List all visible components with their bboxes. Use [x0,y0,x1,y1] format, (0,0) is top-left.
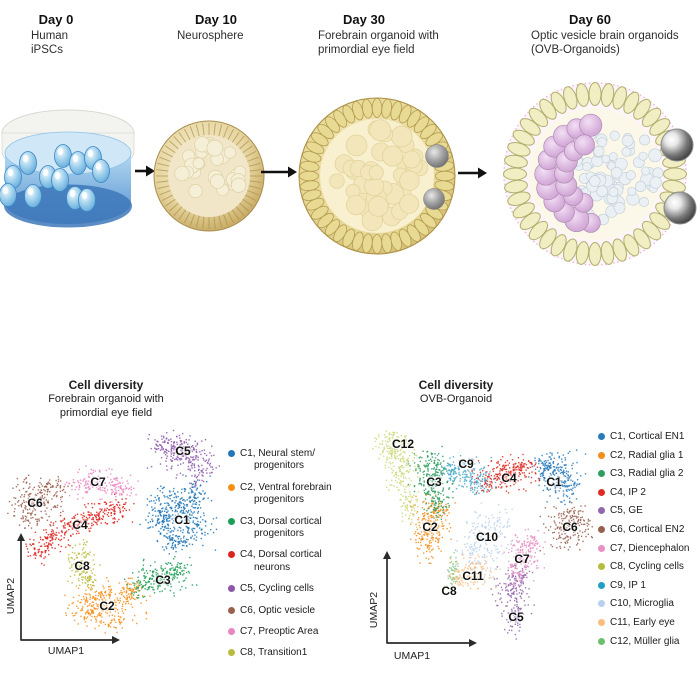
legend-item-c8: C8, Cycling cells [598,561,700,573]
legend-item-c4: C4, IP 2 [598,487,700,499]
stage-day60-subtitle: Optic vesicle brain organoids (OVB-Organ… [531,30,679,58]
ovb-umap-canvas [370,425,598,660]
legend-dot-c5 [598,507,605,515]
legend-item-c6: C6, Optic vesicle [228,605,356,617]
legend-label: C8, Cycling cells [610,561,684,573]
legend-item-c1: C1, Neural stem/progenitors [228,448,356,473]
ovb-organoid-illustration [503,82,697,266]
legend-item-c6: C6, Cortical EN2 [598,524,700,536]
stage-day60-title: Day 60 [569,12,611,27]
legend-dot-c10 [598,600,605,608]
legend-label: C12, Müller glia [610,635,680,647]
legend-label: C7, Preoptic Area [240,626,319,638]
pipeline-illustration [0,82,697,266]
legend-dot-c11 [598,618,605,626]
legend-dot-c2 [228,483,235,491]
day30-organoid-illustration [298,97,456,255]
legend-dot-c4 [598,488,605,496]
legend-item-c9: C9, IP 1 [598,580,700,592]
legend-dot-c1 [228,450,235,457]
stage-day30-subtitle-line: Forebrain organoid with [318,30,439,42]
legend-dot-c7 [228,628,235,636]
legend-label: C1, Neural stem/progenitors [240,448,316,472]
legend-item-c10: C10, Microglia [598,598,700,610]
legend-label: C4, Dorsal cortical neurons [240,549,322,573]
ovb-umap-y-axis-label: UMAP2 [368,591,380,629]
forebrain-umap-canvas [0,425,235,655]
legend-item-c3: C3, Dorsal cortical progenitors [228,516,356,541]
stage-day0-title: Day 0 [38,12,74,27]
legend-label: C4, IP 2 [610,486,646,498]
legend-label: C9, IP 1 [610,579,646,591]
legend-item-c2: C2, Radial glia 1 [598,450,700,462]
legend-item-c11: C11, Early eye [598,617,700,629]
ovb-umap-title-main: Cell diversity [418,378,494,392]
ovb-umap-legend: C1, Cortical EN1 C2, Radial glia 1 C3, Rad… [598,431,700,654]
arrow-icon [458,167,487,179]
legend-dot-c4 [228,551,235,559]
legend-label: C6, Cortical EN2 [610,523,685,535]
legend-label: C6, Optic vesicle [240,604,316,616]
legend-label: C7, Diencephalon [610,542,690,554]
legend-label: C3, Dorsal cortical progenitors [240,515,322,540]
stage-day30-subtitle-line: primordial eye field [318,43,415,56]
legend-dot-c5 [228,585,235,593]
stage-day0-subtitle-line: Human [31,30,69,42]
legend-item-c3: C3, Radial glia 2 [598,468,700,480]
legend-item-c5: C5, GE [598,505,700,517]
legend-dot-c8 [228,649,235,657]
legend-item-c2: C2, Ventral forebrain progenitors [228,482,356,507]
legend-item-c12: C12, Müller glia [598,636,700,648]
legend-dot-c6 [228,606,235,614]
neurosphere-illustration [153,120,265,232]
legend-dot-c6 [598,525,605,533]
legend-item-c7: C7, Diencephalon [598,543,700,555]
legend-label: C8, Transition1 [240,647,308,659]
legend-item-c1: C1, Cortical EN1 [598,431,700,443]
ovb-umap-title: Cell diversity OVB-Organoid [376,378,536,407]
forebrain-umap-subtitle-line: Forebrain organoid with [48,393,164,405]
legend-item-c5: C5, Cycling cells [228,583,356,595]
legend-label: C1, Cortical EN1 [610,431,685,442]
legend-label: C10, Microglia [610,598,674,610]
legend-dot-c12 [598,637,605,645]
legend-item-c8: C8, Transition1 [228,647,356,659]
forebrain-umap-title-main: Cell diversity [68,378,144,392]
arrow-icon [135,165,155,177]
legend-item-c4: C4, Dorsal cortical neurons [228,549,356,574]
legend-label: C11, Early eye [610,616,675,628]
stage-day0-subtitle-line: iPSCs [31,43,63,56]
stage-day60-subtitle-line: Optic vesicle brain organoids [531,30,679,42]
stage-day10-subtitle-line: Neurosphere [177,30,244,42]
stage-day30-title: Day 30 [343,12,385,27]
forebrain-umap-legend: C1, Neural stem/progenitors C2, Ventral f… [228,448,356,669]
ovb-umap-x-axis-label: UMAP1 [393,650,431,662]
petri-dish-illustration [0,109,135,228]
legend-label: C3, Radial glia 2 [610,468,684,480]
legend-dot-c8 [598,563,605,571]
legend-label: C2, Ventral forebrain progenitors [240,481,332,506]
forebrain-umap-x-axis-label: UMAP1 [47,645,85,657]
legend-dot-c2 [598,451,605,459]
arrow-icon [261,166,297,178]
stage-day10-title: Day 10 [195,12,237,27]
forebrain-umap-subtitle-line: primordial eye field [59,406,153,419]
stage-day60-subtitle-line: (OVB-Organoids) [531,43,620,56]
ovb-umap-subtitle-line: OVB-Organoid [419,393,493,405]
forebrain-umap-y-axis-label: UMAP2 [5,577,17,615]
legend-dot-c1 [598,433,605,440]
legend-label: C5, GE [610,505,643,517]
forebrain-umap-title: Cell diversity Forebrain organoid with p… [26,378,186,421]
stage-day0-subtitle: Human iPSCs [31,30,68,58]
legend-dot-c9 [598,581,605,589]
legend-label: C2, Radial glia 1 [610,449,684,461]
stage-day30-subtitle: Forebrain organoid with primordial eye f… [318,30,439,58]
legend-dot-c3 [598,470,605,478]
legend-dot-c3 [228,517,235,525]
legend-label: C5, Cycling cells [240,583,314,595]
legend-item-c7: C7, Preoptic Area [228,626,356,638]
stage-day10-subtitle: Neurosphere [177,30,243,44]
legend-dot-c7 [598,544,605,552]
